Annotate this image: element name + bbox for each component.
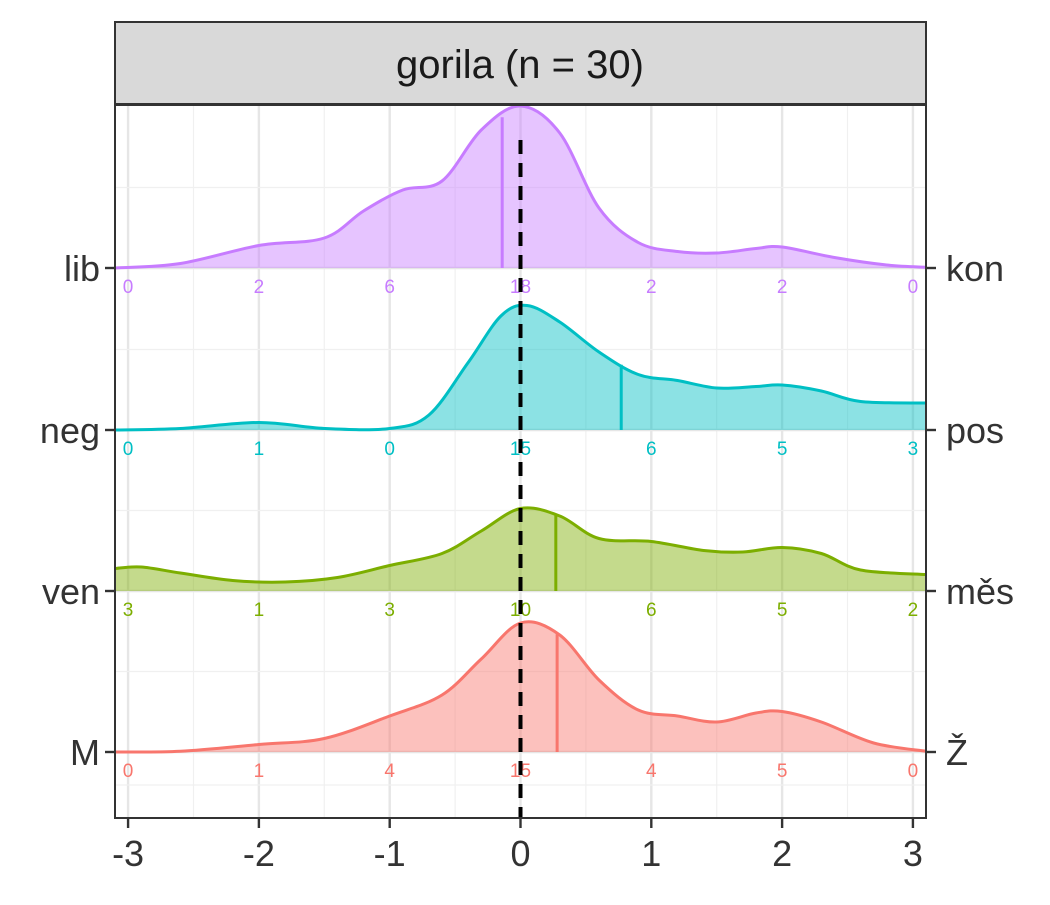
x-tick-label-1: -2 <box>243 833 275 874</box>
y-label-left-neg: neg <box>40 410 100 451</box>
count-label-M-0: 0 <box>123 761 134 782</box>
count-label-M-4: 4 <box>646 761 657 782</box>
count-label-M-5: 5 <box>777 761 788 782</box>
count-label-lib-1: 2 <box>254 277 265 298</box>
count-label-lib-0: 0 <box>123 277 134 298</box>
ridge-area-ven <box>115 507 926 591</box>
count-label-neg-4: 6 <box>646 439 657 460</box>
ridge-line-M <box>114 620 927 754</box>
x-tick-label-2: -1 <box>374 833 406 874</box>
count-label-neg-0: 0 <box>123 439 134 460</box>
count-label-M-6: 0 <box>908 761 919 782</box>
strip-background <box>114 21 927 105</box>
count-label-lib-4: 2 <box>646 277 657 298</box>
count-label-ven-4: 6 <box>646 600 657 621</box>
count-label-ven-2: 3 <box>384 600 395 621</box>
count-label-ven-1: 1 <box>254 600 265 621</box>
count-label-lib-2: 6 <box>384 277 395 298</box>
count-label-M-2: 4 <box>384 761 395 782</box>
x-tick-label-0: -3 <box>112 833 144 874</box>
count-label-neg-5: 5 <box>777 439 788 460</box>
x-tick-label-6: 3 <box>903 833 923 874</box>
count-label-ven-0: 3 <box>123 600 134 621</box>
count-label-ven-6: 2 <box>908 600 919 621</box>
count-label-lib-6: 0 <box>908 277 919 298</box>
x-tick-label-4: 1 <box>641 833 661 874</box>
y-label-right-pos: pos <box>946 410 1004 451</box>
ridge-line-neg <box>114 303 927 432</box>
count-label-lib-5: 2 <box>777 277 788 298</box>
count-labels: 01415450313106520101565302618220 <box>123 277 918 782</box>
y-label-right-měs: měs <box>946 571 1014 612</box>
count-label-M-1: 1 <box>254 761 265 782</box>
y-label-right-kon: kon <box>946 248 1004 289</box>
x-tick-label-3: 0 <box>510 833 530 874</box>
y-label-left-ven: ven <box>42 571 100 612</box>
y-label-right-Ž: Ž <box>946 732 968 773</box>
count-label-neg-1: 1 <box>254 439 265 460</box>
ridge-area-M <box>115 621 926 753</box>
count-label-ven-5: 5 <box>777 600 788 621</box>
count-label-neg-2: 0 <box>384 439 395 460</box>
panel-title: gorila (n = 30) <box>396 43 644 87</box>
y-label-left-lib: lib <box>64 248 100 289</box>
count-label-neg-6: 3 <box>908 439 919 460</box>
x-tick-label-5: 2 <box>772 833 792 874</box>
y-label-left-M: M <box>70 732 100 773</box>
ridge-area-neg <box>115 305 926 430</box>
ridge-line-lib <box>114 104 927 270</box>
